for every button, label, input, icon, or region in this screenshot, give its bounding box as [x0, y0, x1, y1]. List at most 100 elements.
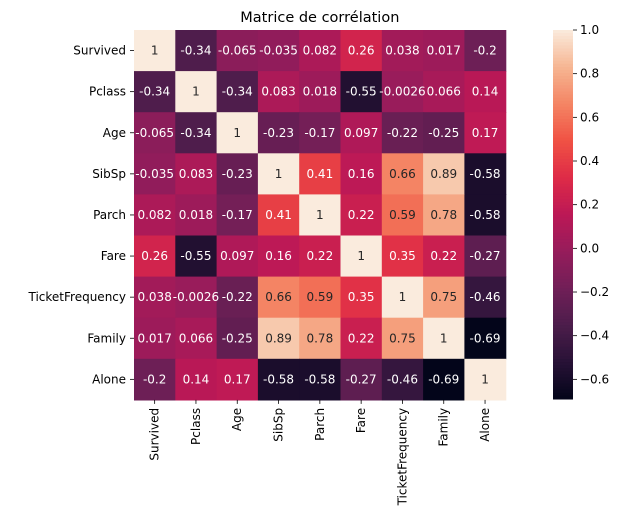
- cell-annotation: 0.22: [306, 249, 333, 263]
- cell-annotation: 0.16: [265, 249, 292, 263]
- heatmap-cell: [216, 317, 259, 360]
- colorbar-segment: [553, 300, 573, 305]
- heatmap-cell: [134, 112, 176, 154]
- cell-annotation: -0.2: [473, 44, 496, 58]
- colorbar-segment: [553, 395, 573, 400]
- colorbar-segment: [553, 291, 573, 295]
- heatmap-cell: [423, 112, 465, 154]
- colorbar-segment: [553, 100, 573, 105]
- cell-annotation: -0.035: [135, 167, 174, 181]
- colorbar-segment: [553, 211, 573, 216]
- cell-annotation: 0.35: [348, 290, 375, 304]
- heatmap-cell: [134, 71, 176, 113]
- cell-annotation: 0.78: [306, 331, 333, 345]
- heatmap-cell: [340, 235, 383, 278]
- cell-annotation: -0.25: [222, 331, 253, 345]
- heatmap-annotations: 1 -0.34 -0.065 -0.035 0.082 0.26 0.038 0.017 -0.…: [135, 44, 500, 387]
- colorbar-segment: [553, 57, 573, 62]
- heatmap-cell: [340, 112, 383, 154]
- heatmap-cell: [134, 235, 176, 278]
- cell-annotation: 1: [151, 44, 159, 58]
- cell-annotation: -0.34: [180, 126, 211, 140]
- colorbar-segment: [553, 236, 573, 240]
- colorbar-tick-label: 0.0: [580, 241, 599, 255]
- heatmap-cell: [340, 276, 383, 319]
- heatmap-cells: [134, 30, 507, 401]
- cell-annotation: 0.038: [137, 290, 171, 304]
- colorbar-segment: [553, 140, 573, 145]
- colorbar-segment: [553, 42, 573, 46]
- colorbar-segment: [553, 232, 573, 237]
- cell-annotation: 0.017: [427, 44, 461, 58]
- heatmap-cell: [175, 112, 218, 154]
- colorbar-segment: [553, 359, 573, 363]
- cell-annotation: -0.58: [470, 208, 501, 222]
- colorbar-segment: [553, 242, 573, 246]
- colorbar-segment: [553, 30, 573, 34]
- colorbar-segment: [553, 162, 573, 166]
- colorbar-segment: [553, 137, 573, 142]
- cell-annotation: 0.59: [389, 208, 416, 222]
- cell-annotation: 0.75: [430, 290, 457, 304]
- colorbar-segment: [553, 337, 573, 342]
- heatmap-cell: [381, 30, 424, 72]
- y-tick-label: Survived: [73, 44, 126, 58]
- heatmap-cell: [257, 71, 300, 113]
- heatmap-cell: [340, 153, 383, 195]
- y-axis-labels: Survived Pclass Age SibSp Parch Fare TicketFre…: [28, 44, 134, 386]
- heatmap-cell: [175, 30, 218, 72]
- colorbar-segment: [553, 355, 573, 360]
- heatmap-cell: [216, 112, 259, 154]
- cell-annotation: 1: [316, 208, 324, 222]
- colorbar-segment: [553, 97, 573, 102]
- colorbar-tick-label: −0.2: [580, 285, 609, 299]
- y-tick-label: Alone: [92, 372, 126, 386]
- cell-annotation: 0.22: [348, 208, 375, 222]
- colorbar-segment: [553, 159, 573, 163]
- colorbar-segment: [553, 362, 573, 366]
- colorbar-segment: [553, 328, 573, 332]
- colorbar-segment: [553, 220, 573, 225]
- x-tick-label: Pclass: [189, 408, 203, 445]
- cell-annotation: 0.082: [137, 208, 171, 222]
- colorbar-segment: [553, 109, 573, 114]
- colorbar-segment: [553, 63, 573, 68]
- colorbar-segment: [553, 153, 573, 157]
- colorbar-segment: [553, 143, 573, 148]
- heatmap-cell: [464, 71, 507, 113]
- heatmap-cell: [134, 317, 176, 360]
- cell-annotation: 0.22: [430, 249, 457, 263]
- heatmap-cell: [299, 235, 342, 278]
- heatmap-cell: [175, 317, 218, 360]
- colorbar-segment: [553, 60, 573, 65]
- colorbar-tick-label: 0.4: [580, 154, 599, 168]
- cell-annotation: 0.66: [389, 167, 416, 181]
- colorbar-segment: [553, 205, 573, 209]
- cell-annotation: 0.35: [389, 249, 416, 263]
- chart-title: Matrice de corrélation: [240, 10, 399, 26]
- colorbar-segment: [553, 331, 573, 335]
- cell-annotation: 0.17: [224, 372, 251, 386]
- heatmap-cell: [134, 194, 176, 237]
- x-tick-label: Parch: [313, 408, 327, 441]
- colorbar-segment: [553, 119, 573, 123]
- x-tick-label: Family: [437, 408, 451, 447]
- colorbar-segment: [553, 128, 573, 132]
- cell-annotation: 1: [357, 249, 365, 263]
- colorbar-segment: [553, 66, 573, 71]
- cell-annotation: 0.097: [220, 249, 254, 263]
- colorbar-segment: [553, 131, 573, 136]
- colorbar-segment: [553, 263, 573, 268]
- colorbar-segment: [553, 272, 573, 277]
- colorbar-segment: [553, 48, 573, 53]
- colorbar-tick-label: 0.8: [580, 67, 599, 81]
- cell-annotation: -0.035: [259, 44, 298, 58]
- colorbar-segment: [553, 392, 573, 397]
- colorbar-segment: [553, 245, 573, 249]
- colorbar-segment: [553, 309, 573, 314]
- cell-annotation: 0.17: [472, 126, 499, 140]
- colorbar-segment: [553, 106, 573, 111]
- colorbar-segment: [553, 223, 573, 228]
- cell-annotation: -0.0026: [173, 290, 219, 304]
